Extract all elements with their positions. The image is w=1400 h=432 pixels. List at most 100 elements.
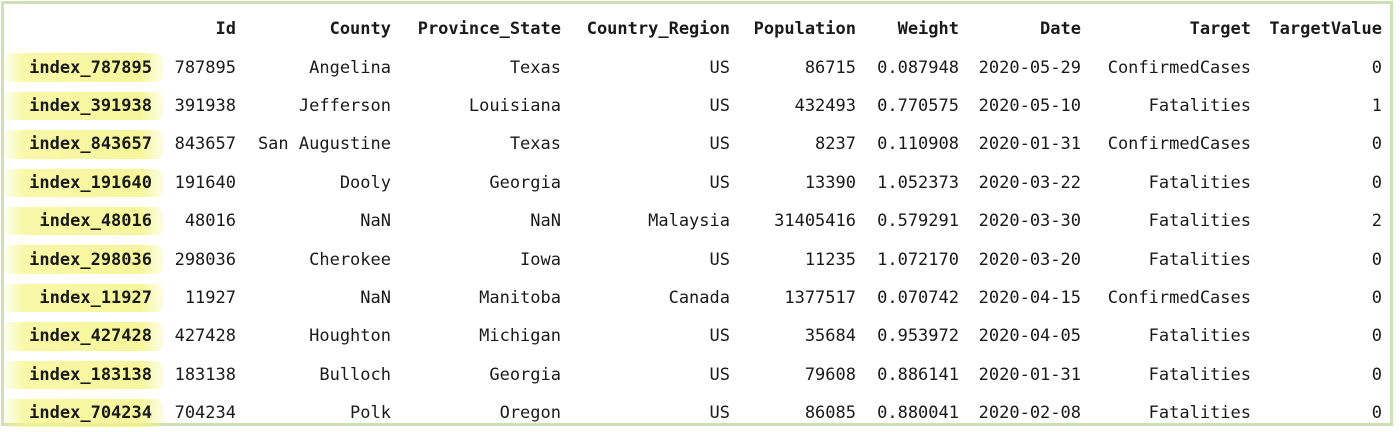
table-cell: 0 <box>1371 57 1382 78</box>
table-cell: 0.087948 <box>877 57 959 78</box>
table-cell: 0.110908 <box>877 134 959 155</box>
table-cell: Iowa <box>520 249 561 270</box>
table-cell: 2020-01-31 <box>978 134 1081 155</box>
table-row: index_843657 843657 San Augustine Texas US 82… <box>4 125 1388 163</box>
table-cell: 0 <box>1371 326 1382 347</box>
row-index-label: index_704234 <box>4 394 164 432</box>
table-cell: 48016 <box>184 211 236 232</box>
table-cell: 1.072170 <box>877 249 959 270</box>
table-row: index_191640 191640 Dooly Georgia US 13390 1.0… <box>4 164 1388 202</box>
row-index-label: index_48016 <box>4 202 164 240</box>
table-cell: 2020-05-10 <box>978 95 1081 116</box>
table-cell: 2020-03-30 <box>978 211 1081 232</box>
table-cell: Louisiana <box>468 95 561 116</box>
table-cell: 2020-05-29 <box>978 57 1081 78</box>
table-cell: San Augustine <box>257 134 391 155</box>
table-cell: 1377517 <box>784 287 856 308</box>
row-index-text: index_11927 <box>39 287 152 308</box>
table-cell: US <box>709 403 730 424</box>
row-index-text: index_427428 <box>29 326 152 347</box>
table-row: index_183138 183138 Bulloch Georgia US 79608 0… <box>4 356 1388 394</box>
row-index-text: index_787895 <box>29 57 152 78</box>
table-cell: US <box>709 249 730 270</box>
table-cell: 843657 <box>174 134 236 155</box>
table-cell: 2020-02-08 <box>978 403 1081 424</box>
table-cell: Bulloch <box>319 364 391 385</box>
table-cell: 183138 <box>174 364 236 385</box>
table-cell: NaN <box>360 211 391 232</box>
row-index-text: index_298036 <box>29 249 152 270</box>
table-cell: NaN <box>360 287 391 308</box>
column-header: Population <box>753 19 856 40</box>
table-cell: US <box>709 134 730 155</box>
column-header: Id <box>215 19 236 40</box>
row-index-text: index_183138 <box>29 364 152 385</box>
table-cell: 86085 <box>804 403 856 424</box>
table-row: index_704234 704234 Polk Oregon US 86085 0.880… <box>4 394 1388 432</box>
table-cell: 0 <box>1371 172 1382 193</box>
table-cell: US <box>709 95 730 116</box>
table-cell: ConfirmedCases <box>1107 287 1251 308</box>
table-cell: US <box>709 326 730 347</box>
table-cell: 11235 <box>804 249 856 270</box>
column-header: TargetValue <box>1269 19 1382 40</box>
table-cell: Georgia <box>489 172 561 193</box>
table-cell: Fatalities <box>1148 326 1251 347</box>
table-row: index_391938 391938 Jefferson Louisiana US 43… <box>4 87 1388 125</box>
table-row: index_787895 787895 Angelina Texas US 86715 0.… <box>4 48 1388 86</box>
header-row: Id County Province_State Country_Region … <box>10 10 1388 48</box>
row-index-label: index_298036 <box>4 240 164 278</box>
row-index-text: index_704234 <box>29 403 152 424</box>
column-header: Country_Region <box>586 19 730 40</box>
table-cell: 787895 <box>174 57 236 78</box>
table-cell: Houghton <box>309 326 391 347</box>
table-cell: Texas <box>509 134 561 155</box>
table-cell: Oregon <box>499 403 561 424</box>
table-cell: Fatalities <box>1148 403 1251 424</box>
table-cell: 0 <box>1371 249 1382 270</box>
row-index-text: index_48016 <box>39 211 152 232</box>
table-cell: ConfirmedCases <box>1107 134 1251 155</box>
table-cell: 391938 <box>174 95 236 116</box>
table-cell: Fatalities <box>1148 249 1251 270</box>
table-cell: Fatalities <box>1148 95 1251 116</box>
table-cell: 0.880041 <box>877 403 959 424</box>
table-cell: 2 <box>1371 211 1382 232</box>
table-cell: Michigan <box>479 326 561 347</box>
table-cell: US <box>709 364 730 385</box>
table-cell: 11927 <box>184 287 236 308</box>
table-cell: US <box>709 57 730 78</box>
row-index-label: index_391938 <box>4 87 164 125</box>
table-cell: 704234 <box>174 403 236 424</box>
index-header <box>10 10 160 48</box>
table-cell: 79608 <box>804 364 856 385</box>
table-cell: Dooly <box>339 172 391 193</box>
row-index-label: index_787895 <box>4 48 164 86</box>
table-cell: 191640 <box>174 172 236 193</box>
table-cell: Cherokee <box>309 249 391 270</box>
table-cell: Fatalities <box>1148 364 1251 385</box>
table-cell: 0 <box>1371 287 1382 308</box>
table-cell: 1 <box>1371 95 1382 116</box>
table-cell: 31405416 <box>774 211 856 232</box>
row-index-label: index_183138 <box>4 356 164 394</box>
table-cell: 0.953972 <box>877 326 959 347</box>
column-header: Province_State <box>417 19 561 40</box>
table-row: index_298036 298036 Cherokee Iowa US 11235 1.0… <box>4 240 1388 278</box>
table-cell: Polk <box>350 403 391 424</box>
row-index-label: index_843657 <box>4 125 164 163</box>
table-cell: Canada <box>668 287 730 308</box>
dataframe-table: Id County Province_State Country_Region … <box>4 10 1388 432</box>
column-header: Target <box>1189 19 1251 40</box>
table-row: index_48016 48016 NaN NaN Malaysia 31405416 0.… <box>4 202 1388 240</box>
table-cell: Angelina <box>309 57 391 78</box>
table-cell: 2020-04-05 <box>978 326 1081 347</box>
table-cell: 2020-04-15 <box>978 287 1081 308</box>
table-cell: 2020-03-20 <box>978 249 1081 270</box>
table-cell: 35684 <box>804 326 856 347</box>
table-cell: 0 <box>1371 403 1382 424</box>
table-cell: 0.886141 <box>877 364 959 385</box>
table-cell: US <box>709 172 730 193</box>
column-header: County <box>329 19 391 40</box>
